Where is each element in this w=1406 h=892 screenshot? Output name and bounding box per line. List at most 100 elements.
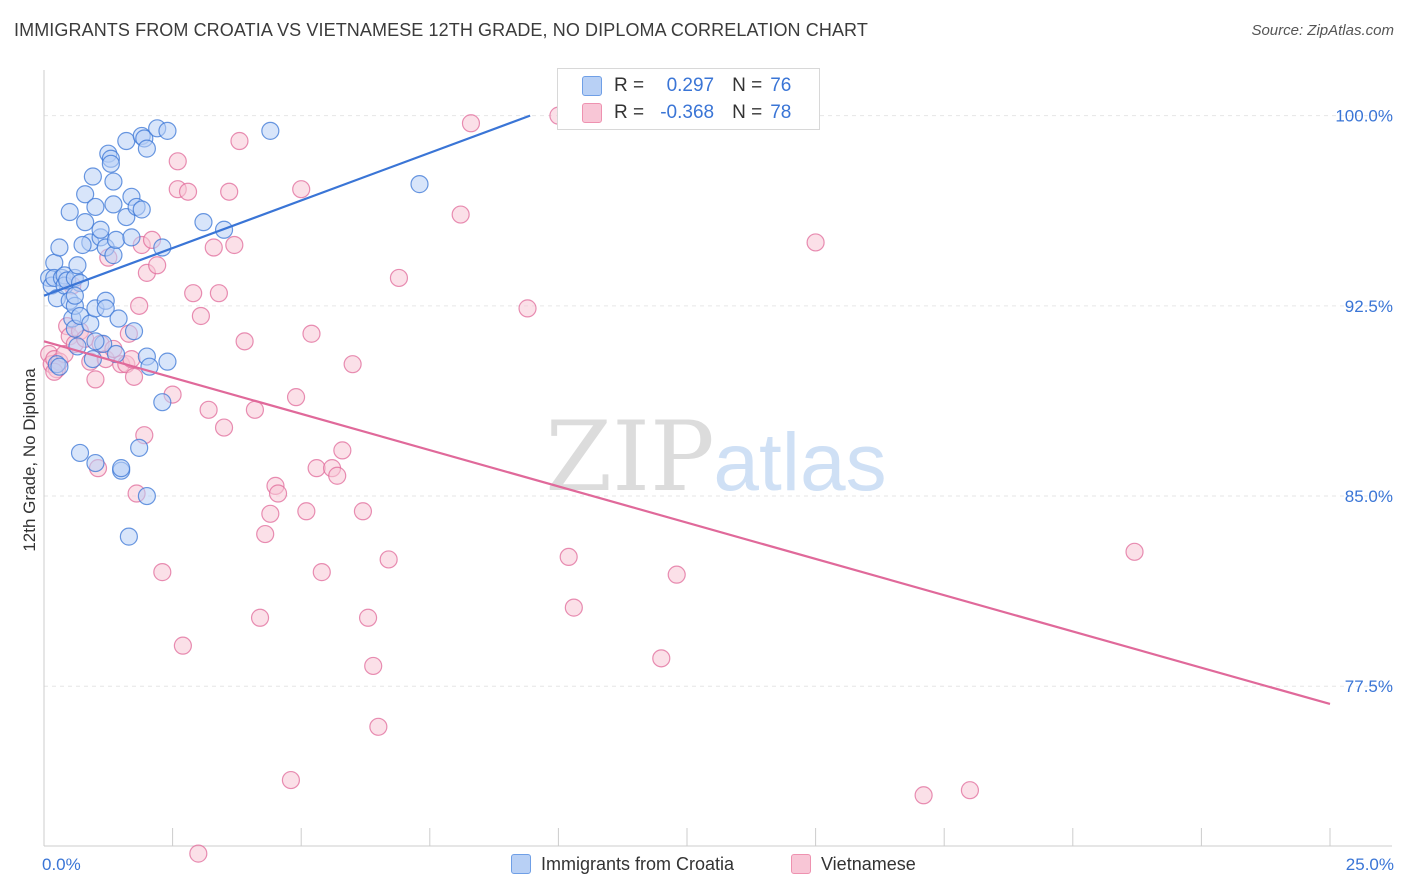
bottom-legend-swatch-vietnamese: [791, 854, 811, 874]
point-vietnamese: [389, 268, 409, 288]
watermark-zip: ZIP: [545, 401, 714, 513]
point-vietnamese: [261, 504, 280, 523]
point-croatia: [86, 453, 105, 473]
point-vietnamese: [328, 466, 347, 485]
point-croatia: [158, 121, 177, 140]
series-vietnamese-points: [40, 106, 1144, 863]
legend-n-label: N =: [732, 75, 763, 96]
point-vietnamese: [235, 332, 254, 351]
point-vietnamese: [518, 299, 537, 318]
point-vietnamese: [209, 284, 228, 303]
legend-n-value: 76: [770, 75, 792, 96]
point-vietnamese: [312, 563, 331, 582]
point-vietnamese: [353, 502, 373, 521]
point-croatia: [60, 202, 79, 222]
bottom-legend-vietnamese: Vietnamese: [791, 851, 916, 877]
point-vietnamese: [230, 131, 249, 151]
point-vietnamese: [178, 182, 198, 201]
legend-r-value: -0.368: [660, 102, 715, 123]
point-vietnamese: [461, 114, 481, 133]
x-tick-label: 25.0%: [1346, 855, 1394, 874]
point-vietnamese: [286, 388, 306, 407]
point-croatia: [158, 352, 177, 371]
point-vietnamese: [204, 238, 223, 257]
point-vietnamese: [302, 324, 321, 343]
point-croatia: [104, 246, 123, 265]
legend-r-label: R =: [614, 102, 645, 123]
point-vietnamese: [297, 502, 316, 521]
point-croatia: [68, 256, 87, 275]
legend-swatch-croatia: [582, 76, 602, 96]
series-croatia-points: [40, 119, 429, 546]
point-croatia: [112, 459, 131, 478]
point-croatia: [117, 131, 136, 151]
point-vietnamese: [1125, 542, 1144, 561]
legend-row-croatia: R = 0.297 N = 76: [582, 74, 791, 98]
legend-r-value: 0.297: [666, 75, 715, 96]
point-croatia: [76, 213, 95, 232]
point-vietnamese: [451, 205, 470, 224]
trend-lines: [43, 114, 1331, 706]
source-label: Source: ZipAtlas.com: [1251, 22, 1394, 39]
y-tick-label: 100.0%: [1335, 107, 1393, 126]
bottom-legend-swatch-croatia: [511, 854, 531, 874]
point-croatia: [86, 332, 105, 351]
correlation-legend: R = 0.297 N = 76 R = -0.368 N = 78: [557, 68, 820, 130]
point-vietnamese: [379, 550, 398, 569]
trend-line-vietnamese: [43, 340, 1331, 706]
point-croatia: [101, 154, 120, 173]
legend-n-label: N =: [732, 102, 763, 123]
point-vietnamese: [559, 547, 578, 567]
point-vietnamese: [806, 233, 825, 252]
point-vietnamese: [369, 717, 388, 736]
point-vietnamese: [960, 781, 980, 800]
y-tick-label: 92.5%: [1345, 297, 1393, 316]
point-vietnamese: [268, 484, 288, 503]
point-croatia: [86, 197, 105, 217]
point-vietnamese: [130, 296, 149, 315]
point-vietnamese: [667, 565, 686, 584]
point-croatia: [96, 299, 115, 318]
point-croatia: [130, 438, 149, 457]
point-vietnamese: [364, 656, 383, 676]
point-vietnamese: [343, 355, 362, 374]
legend-r-label: R =: [614, 75, 645, 96]
point-croatia: [76, 185, 95, 204]
point-croatia: [153, 238, 172, 257]
axes: [43, 70, 1392, 847]
point-croatia: [109, 309, 128, 328]
point-vietnamese: [250, 608, 270, 627]
watermark-atlas: atlas: [713, 417, 886, 508]
point-vietnamese: [124, 367, 144, 386]
point-vietnamese: [168, 152, 187, 171]
point-vietnamese: [189, 844, 208, 863]
point-croatia: [50, 238, 69, 257]
point-vietnamese: [245, 400, 265, 419]
point-croatia: [106, 230, 126, 250]
point-vietnamese: [281, 770, 301, 790]
point-croatia: [261, 121, 280, 140]
point-croatia: [194, 213, 213, 232]
point-croatia: [83, 167, 102, 186]
legend-n-value: 78: [770, 102, 792, 123]
grid-lines: [44, 115, 1392, 687]
point-vietnamese: [652, 649, 671, 668]
bottom-legend-label-croatia: Immigrants from Croatia: [541, 853, 735, 874]
point-vietnamese: [153, 563, 172, 582]
point-vietnamese: [86, 370, 105, 389]
point-vietnamese: [225, 235, 244, 255]
point-croatia: [65, 286, 84, 305]
point-vietnamese: [220, 182, 239, 201]
point-croatia: [104, 172, 123, 191]
point-croatia: [137, 139, 156, 158]
point-croatia: [73, 235, 92, 255]
legend-swatch-vietnamese: [582, 103, 602, 123]
point-vietnamese: [256, 524, 275, 544]
bottom-legend-croatia: Immigrants from Croatia: [511, 851, 734, 877]
point-croatia: [70, 443, 90, 463]
point-vietnamese: [292, 180, 311, 199]
point-vietnamese: [173, 636, 192, 655]
x-tick-label: 0.0%: [42, 855, 81, 874]
y-tick-label: 85.0%: [1345, 487, 1393, 506]
point-vietnamese: [191, 306, 210, 326]
